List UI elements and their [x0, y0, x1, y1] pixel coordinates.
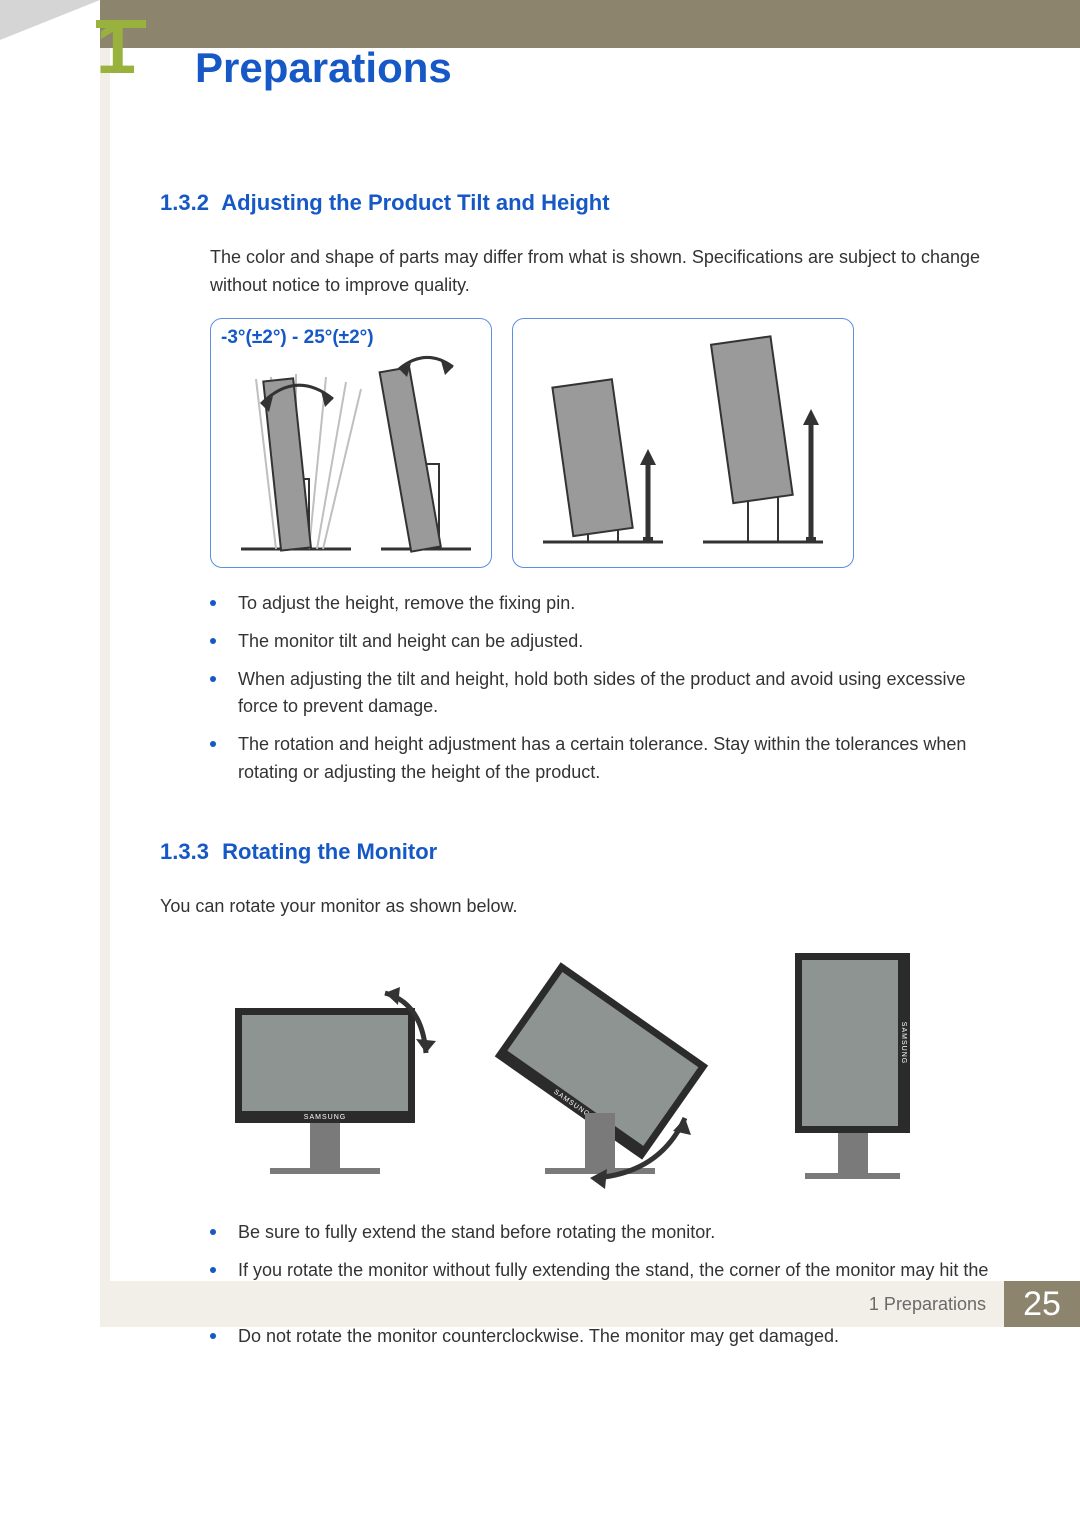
brand-text: SAMSUNG [900, 1022, 907, 1064]
footer-breadcrumb: 1 Preparations [100, 1281, 1004, 1327]
page: 1 Preparations 1.3.2 Adjusting the Produ… [0, 0, 1080, 1527]
section-title: Rotating the Monitor [222, 839, 437, 864]
rotate-step1-svg: SAMSUNG [210, 963, 440, 1193]
diagram-height [512, 318, 854, 568]
bullet-item: To adjust the height, remove the fixing … [210, 590, 990, 618]
left-sidebar [100, 48, 110, 1327]
tilt-range-label: -3°(±2°) - 25°(±2°) [221, 327, 481, 349]
rotate-diagrams: SAMSUNG SAMSUNG [210, 943, 940, 1193]
bullet-item: The monitor tilt and height can be adjus… [210, 628, 990, 656]
page-footer: 1 Preparations 25 [100, 1281, 1080, 1327]
section-heading-tilt: 1.3.2 Adjusting the Product Tilt and Hei… [160, 190, 990, 216]
section1-intro: The color and shape of parts may differ … [210, 244, 990, 300]
tilt-diagram-svg [221, 349, 481, 559]
section-number: 1.3.3 [160, 839, 216, 865]
diagram-tilt: -3°(±2°) - 25°(±2°) [210, 318, 492, 568]
brand-text: SAMSUNG [304, 1114, 346, 1121]
content-area: 1.3.2 Adjusting the Product Tilt and Hei… [160, 190, 990, 1361]
bullet-item: Be sure to fully extend the stand before… [210, 1219, 990, 1247]
tilt-height-diagrams: -3°(±2°) - 25°(±2°) [210, 318, 990, 568]
corner-triangle [0, 0, 100, 40]
section2-intro: You can rotate your monitor as shown bel… [160, 893, 990, 921]
rotate-step3-svg: SAMSUNG [760, 943, 940, 1193]
page-title: Preparations [195, 44, 452, 92]
footer-page-number: 25 [1004, 1281, 1080, 1327]
section-title: Adjusting the Product Tilt and Height [221, 190, 609, 215]
section-number: 1.3.2 [160, 190, 216, 216]
bullet-item: The rotation and height adjustment has a… [210, 731, 990, 787]
header-bar [100, 0, 1080, 48]
rotate-step2-svg: SAMSUNG [475, 943, 725, 1193]
chapter-number: 1 [96, 24, 146, 74]
section1-bullets: To adjust the height, remove the fixing … [210, 590, 990, 787]
height-diagram-svg [523, 327, 843, 559]
section-heading-rotate: 1.3.3 Rotating the Monitor [160, 839, 990, 865]
chapter-mark: 1 [96, 20, 146, 92]
bullet-item: When adjusting the tilt and height, hold… [210, 666, 990, 722]
